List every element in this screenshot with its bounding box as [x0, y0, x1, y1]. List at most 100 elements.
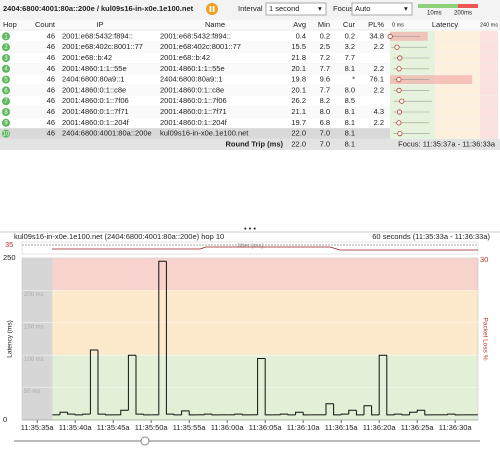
latency-step	[203, 413, 212, 415]
footer-row	[0, 139, 500, 150]
y-tick-label: 100 ms	[24, 357, 44, 363]
latency-avg	[397, 131, 403, 137]
cell-cur: 8.5	[345, 96, 355, 105]
latency-avg	[387, 33, 393, 40]
row[interactable]	[0, 106, 390, 118]
latency-step	[211, 414, 220, 416]
cell-count: 46	[47, 42, 55, 51]
cell-count: 46	[47, 118, 55, 127]
cell-cur: 8.1	[345, 107, 355, 116]
row[interactable]	[0, 52, 390, 64]
column-header[interactable]: PL%	[368, 20, 384, 29]
target-title: 2404:6800:4001:80a::200e / kul09s16-in-x…	[3, 4, 194, 13]
slider-knob[interactable]	[140, 436, 150, 446]
hop-number: 9	[4, 121, 8, 127]
latency-step	[386, 355, 395, 416]
latency-avg	[396, 120, 402, 126]
selected-row[interactable]	[0, 128, 390, 139]
hop-badge	[2, 86, 10, 95]
latency-step	[348, 409, 357, 415]
column-header[interactable]: Min	[318, 20, 330, 29]
column-header[interactable]: IP	[96, 20, 103, 29]
cell-pl: 2.2	[374, 64, 384, 73]
table-rows: 1 46 2001:e68:5432:f894:: 2001:e68:5432:f89…	[0, 31, 500, 150]
row[interactable]	[0, 63, 390, 75]
cell-count: 46	[47, 107, 55, 116]
latency-max: 240 ms	[480, 22, 498, 28]
column-header[interactable]: Hop	[3, 20, 17, 29]
interval-select[interactable]	[265, 2, 327, 16]
legend-red	[458, 4, 478, 8]
x-tick-label: 11:36:00a	[211, 423, 245, 432]
latency-step	[378, 354, 387, 415]
hop-number: 1	[4, 34, 8, 40]
footer-label: Round Trip (ms)	[226, 139, 284, 148]
column-header[interactable]: Latency	[432, 20, 459, 29]
cell-count: 46	[47, 85, 55, 94]
dropdown-arrow: ▾	[404, 4, 408, 13]
cell-count: 46	[47, 96, 55, 105]
row[interactable]	[0, 95, 390, 107]
latency-step	[188, 410, 197, 416]
cell-name: 2404:6800:80a9::1	[160, 75, 223, 84]
latency-zone	[22, 258, 478, 291]
hop-badge	[2, 75, 10, 84]
row[interactable]	[0, 117, 390, 129]
column-header[interactable]: Count	[35, 20, 56, 29]
cell-avg: 21.1	[291, 107, 306, 116]
column-header[interactable]: Cur	[343, 20, 356, 29]
latency-step	[158, 260, 167, 415]
latency-step	[287, 414, 296, 416]
latency-step	[325, 403, 334, 415]
focus-select[interactable]	[351, 2, 413, 16]
cell-min: 7.2	[320, 53, 330, 62]
cell-count: 46	[47, 64, 55, 73]
latency-step	[355, 410, 364, 416]
splitter[interactable]: • • •	[244, 224, 256, 233]
x-tick-label: 11:35:40a	[59, 423, 93, 432]
latency-step	[120, 409, 129, 415]
y-tick-label: 250	[3, 253, 16, 262]
latency-step	[143, 414, 152, 416]
row[interactable]	[0, 74, 390, 85]
footer-min: 7.0	[320, 139, 330, 148]
x-tick-label: 11:36:05a	[249, 423, 283, 432]
graph: kul09s16-in-x0e.1e100.net (2404:6800:400…	[3, 232, 490, 432]
no-data-region	[22, 258, 53, 420]
x-tick-label: 11:35:50a	[135, 423, 169, 432]
table-header	[0, 18, 500, 31]
cell-min: 2.5	[320, 42, 330, 51]
cell-pl: 34.8	[369, 31, 384, 40]
cell-avg: 20.1	[291, 64, 306, 73]
cell-pl: 2.2	[374, 85, 384, 94]
hop-number: 6	[4, 88, 8, 94]
cell-name: 2001:4860:0:1::c8e	[160, 85, 224, 94]
row[interactable]	[0, 85, 390, 96]
y-tick-label: 200 ms	[24, 292, 44, 298]
plot-frame	[21, 257, 479, 421]
cell-avg: 15.5	[291, 42, 306, 51]
cell-min: 7.7	[320, 64, 330, 73]
cell-name: 2001:e68::b:42	[160, 53, 210, 62]
hop-number: 7	[4, 99, 8, 105]
latency-step	[424, 410, 433, 416]
pause-button[interactable]	[206, 3, 218, 15]
cell-cur: 8.1	[345, 64, 355, 73]
column-header[interactable]: Name	[205, 20, 225, 29]
row[interactable]	[0, 31, 390, 42]
row[interactable]	[0, 41, 390, 53]
cell-min: 8.0	[320, 107, 330, 116]
cell-avg: 22.0	[291, 129, 306, 138]
latency-step	[105, 414, 114, 416]
dropdown-arrow: ▾	[318, 4, 322, 13]
pause-icon	[209, 6, 212, 12]
packet-loss-highlight	[390, 75, 473, 84]
x-tick-label: 11:36:30a	[439, 423, 473, 432]
column-header[interactable]: Avg	[293, 20, 306, 29]
cell-ip: 2001:4860:0:1::7f71	[62, 107, 129, 116]
latency-step	[416, 409, 425, 413]
latency-step	[264, 358, 273, 416]
hop-number: 2	[4, 45, 8, 51]
